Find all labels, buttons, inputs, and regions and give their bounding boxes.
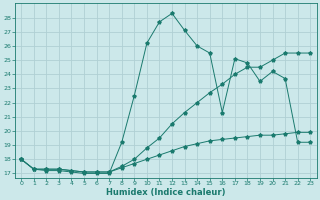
X-axis label: Humidex (Indice chaleur): Humidex (Indice chaleur) — [106, 188, 226, 197]
